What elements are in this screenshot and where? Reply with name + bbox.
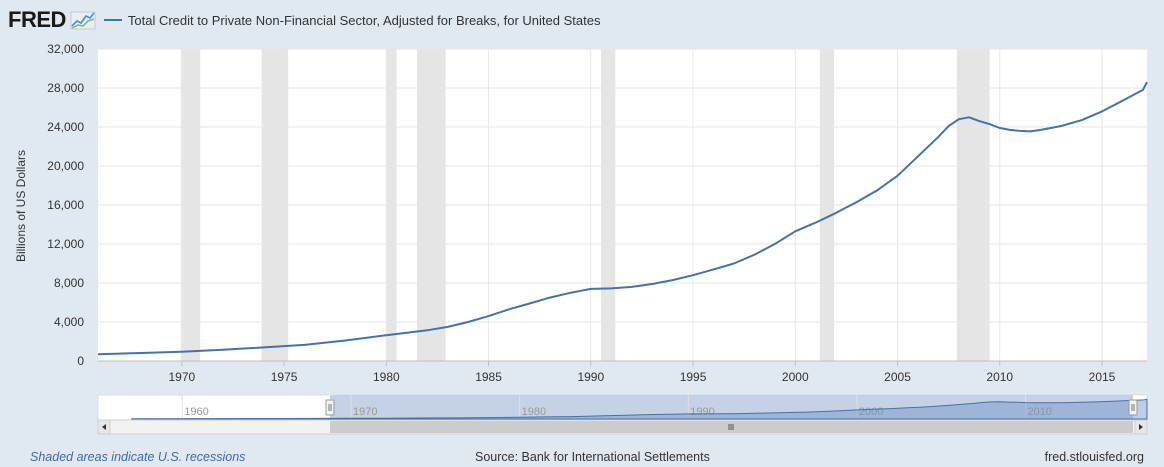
- navigator-tick-label: 1970: [353, 406, 377, 418]
- navigator-tick-label: 2010: [1028, 406, 1052, 418]
- y-tick-label: 24,000: [47, 120, 84, 134]
- y-tick-label: 4,000: [54, 315, 84, 329]
- site-link[interactable]: fred.stlouisfed.org: [1044, 450, 1144, 464]
- x-tick-label: 2010: [986, 370, 1013, 384]
- navigator-tick-label: 1960: [184, 406, 208, 418]
- y-axis-ticks: 0 4,000 8,000 12,000 16,000 20,000 24,000 28,00…: [47, 42, 84, 368]
- source-note: Source: Bank for International Settlemen…: [475, 450, 710, 464]
- x-tick-label: 1975: [271, 370, 298, 384]
- gridlines: [98, 48, 1147, 362]
- chart-header: FRED Total Credit to Private Non-Financi…: [8, 6, 600, 34]
- y-tick-label: 16,000: [47, 198, 84, 212]
- x-tick-label: 1985: [475, 370, 502, 384]
- x-tick-label: 1970: [168, 370, 195, 384]
- y-tick-label: 0: [77, 354, 84, 368]
- range-navigator[interactable]: 1960 1970 1980 1990 2000 2010: [97, 394, 1148, 421]
- scrollbar[interactable]: [97, 419, 1148, 435]
- scroll-right-arrow-icon: [1139, 424, 1143, 430]
- navigator-series-area: [131, 398, 1148, 420]
- fred-graph-icon: [70, 11, 96, 30]
- x-tick-label: 2000: [782, 370, 809, 384]
- y-tick-label: 12,000: [47, 237, 84, 251]
- fred-logo: FRED: [8, 7, 66, 32]
- navigator-tick-label: 1990: [690, 406, 714, 418]
- navigator-left-handle[interactable]: [325, 399, 335, 416]
- navigator-selected-range[interactable]: [330, 395, 1133, 420]
- recession-note: Shaded areas indicate U.S. recessions: [30, 450, 246, 464]
- x-tick-label: 1995: [680, 370, 707, 384]
- scroll-left-button[interactable]: [97, 419, 111, 435]
- y-tick-label: 8,000: [54, 276, 84, 290]
- scroll-left-arrow-icon: [102, 424, 106, 430]
- x-tick-label: 2015: [1089, 370, 1116, 384]
- y-tick-label: 32,000: [47, 42, 84, 56]
- x-tick-label: 1990: [577, 370, 604, 384]
- navigator-tick-label: 1980: [522, 406, 546, 418]
- scroll-right-button[interactable]: [1134, 419, 1148, 435]
- x-axis-ticks: 1970 1975 1980 1985 1990 1995 2000 2005 2010 2015: [168, 361, 1116, 384]
- x-tick-label: 2005: [884, 370, 911, 384]
- y-tick-label: 28,000: [47, 81, 84, 95]
- x-tick-label: 1980: [373, 370, 400, 384]
- series-line: [97, 81, 1148, 356]
- series-legend-title: Total Credit to Private Non-Financial Se…: [127, 12, 601, 28]
- navigator-right-handle[interactable]: [1128, 399, 1138, 416]
- y-tick-label: 20,000: [47, 159, 84, 173]
- series-legend-swatch: [103, 19, 122, 21]
